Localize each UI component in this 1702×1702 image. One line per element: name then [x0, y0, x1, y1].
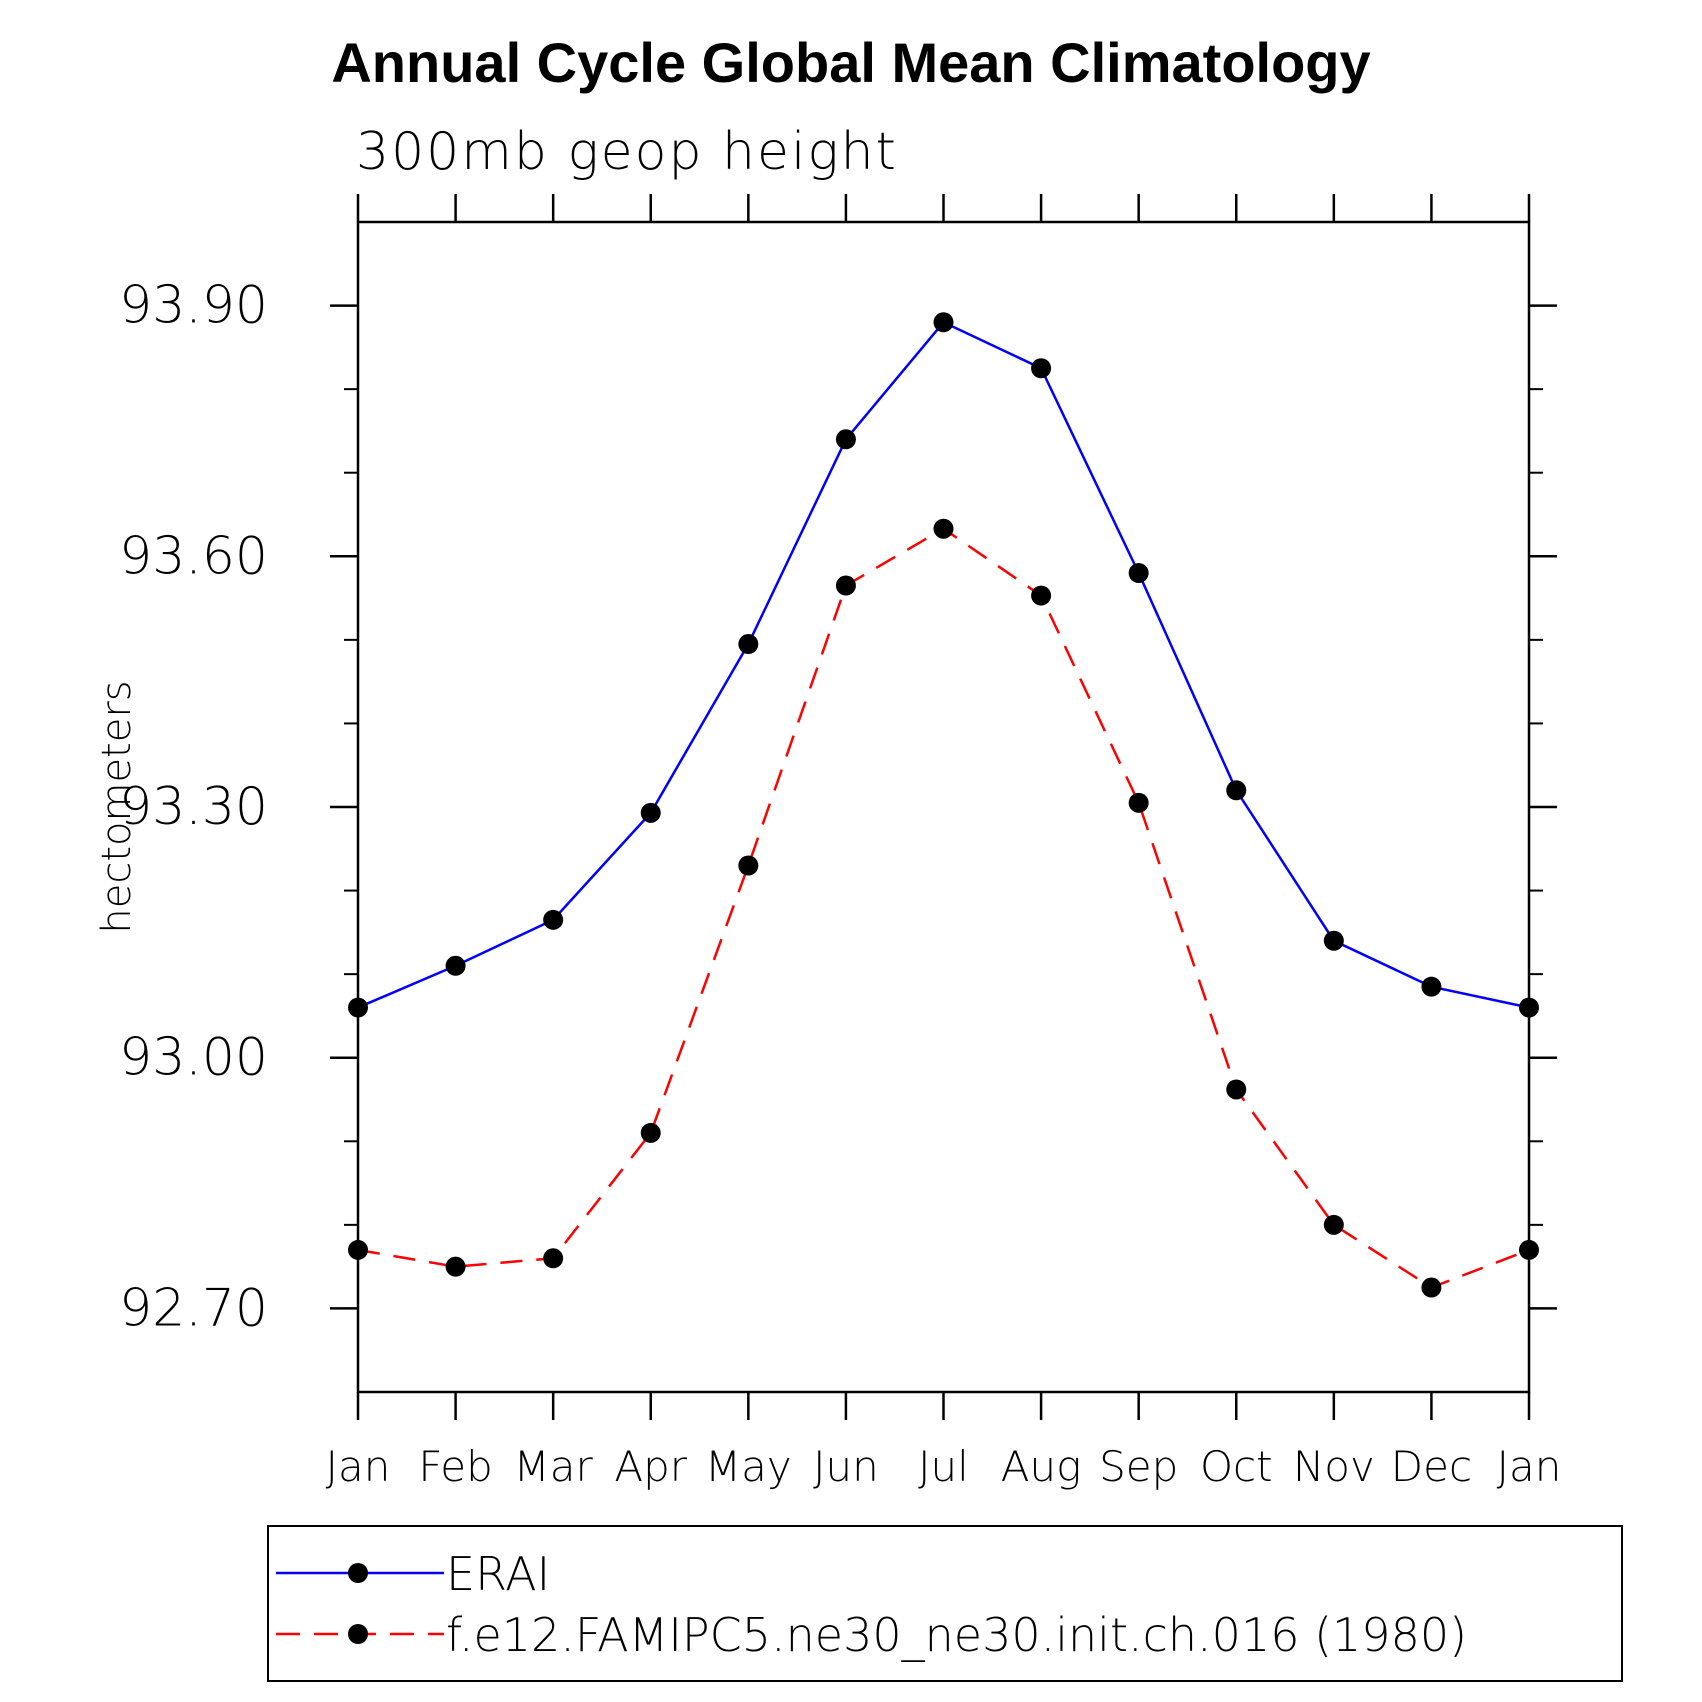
x-tick-label: Jun	[813, 1442, 879, 1491]
data-point	[1031, 358, 1052, 379]
data-point	[348, 1239, 368, 1260]
data-point	[348, 997, 368, 1018]
data-point	[1421, 1277, 1442, 1298]
data-point	[1128, 792, 1149, 813]
data-point	[1226, 780, 1247, 801]
legend-box	[267, 1525, 1623, 1682]
x-tick-label: Jan	[1497, 1442, 1562, 1491]
legend-marker	[348, 1624, 368, 1644]
data-point	[445, 1256, 466, 1277]
data-point	[640, 802, 661, 823]
y-tick-label: 93.60	[119, 526, 268, 586]
data-point	[1519, 1239, 1539, 1260]
x-tick-label: Jan	[326, 1442, 391, 1491]
data-point	[1421, 976, 1442, 997]
legend-label: ERAI	[446, 1547, 550, 1601]
legend-label: f.e12.FAMIPC5.ne30_ne30.init.ch.016 (198…	[446, 1608, 1467, 1662]
data-point	[738, 855, 759, 876]
data-point	[445, 955, 466, 976]
data-point	[543, 909, 564, 930]
data-point	[1128, 563, 1149, 583]
data-point	[835, 575, 856, 596]
data-point	[1226, 1079, 1247, 1100]
plot-frame	[356, 220, 1531, 1394]
x-tick-label: Aug	[1001, 1442, 1082, 1491]
chart-title: Annual Cycle Global Mean Climatology	[331, 31, 1371, 94]
x-tick-label: Jul	[918, 1442, 969, 1491]
y-tick-label: 93.90	[119, 276, 268, 336]
data-point	[543, 1248, 564, 1269]
x-tick-label: Apr	[614, 1442, 687, 1491]
data-point	[640, 1122, 661, 1143]
legend-marker	[348, 1563, 368, 1583]
y-axis-label: hectometers	[94, 680, 140, 933]
data-point	[835, 429, 856, 450]
data-point	[1323, 1214, 1344, 1235]
series-line-1	[357, 527, 1530, 1289]
x-tick-label: Sep	[1099, 1442, 1178, 1491]
data-point	[1031, 585, 1052, 606]
data-point	[1323, 930, 1344, 951]
x-tick-label: Feb	[418, 1442, 492, 1491]
y-tick-label: 93.30	[119, 777, 268, 837]
x-tick-label: Dec	[1391, 1442, 1472, 1491]
series-line-0	[357, 320, 1530, 1009]
chart-subtitle: 300mb geop height	[356, 122, 898, 182]
y-tick-label: 92.70	[119, 1278, 268, 1338]
x-tick-label: Nov	[1293, 1442, 1375, 1491]
x-tick-label: May	[705, 1442, 792, 1491]
x-tick-label: Mar	[514, 1442, 594, 1491]
data-point	[933, 518, 954, 539]
data-point	[738, 634, 759, 655]
x-tick-label: Oct	[1200, 1442, 1273, 1491]
data-point	[1519, 997, 1539, 1018]
data-point	[933, 312, 954, 333]
y-tick-label: 93.00	[119, 1028, 268, 1088]
